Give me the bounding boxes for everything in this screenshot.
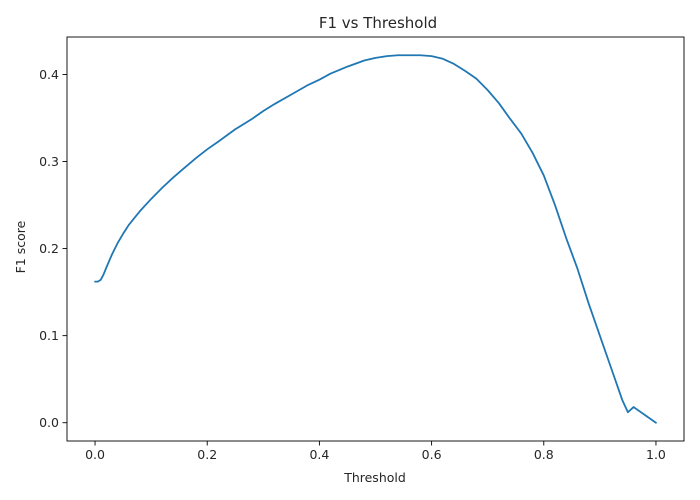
x-tick-label: 0.8: [534, 447, 554, 462]
y-tick-label: 0.4: [39, 67, 59, 82]
y-tick-label: 0.0: [39, 415, 59, 430]
x-tick-label: 0.6: [422, 447, 442, 462]
x-tick-label: 0.4: [309, 447, 329, 462]
x-axis-label: Threshold: [343, 470, 406, 485]
y-axis-label: F1 score: [13, 220, 28, 273]
y-tick-label: 0.1: [39, 328, 59, 343]
x-axis-ticks: 0.0 0.2 0.4 0.6 0.8 1.0: [85, 441, 666, 462]
x-tick-label: 1.0: [646, 447, 666, 462]
x-tick-label: 0.2: [197, 447, 217, 462]
chart-title: F1 vs Threshold: [319, 14, 437, 32]
plot-frame: [66, 36, 685, 442]
y-tick-label: 0.3: [39, 154, 59, 169]
x-tick-label: 0.0: [85, 447, 105, 462]
series-line: [94, 54, 657, 424]
y-tick-label: 0.2: [39, 241, 59, 256]
plot-area: 0.0 0.2 0.4 0.6 0.8 1.0 0.0 0.1 0.2 0.3 0.4: [39, 36, 685, 462]
y-axis-ticks: 0.0 0.1 0.2 0.3 0.4: [39, 67, 67, 430]
